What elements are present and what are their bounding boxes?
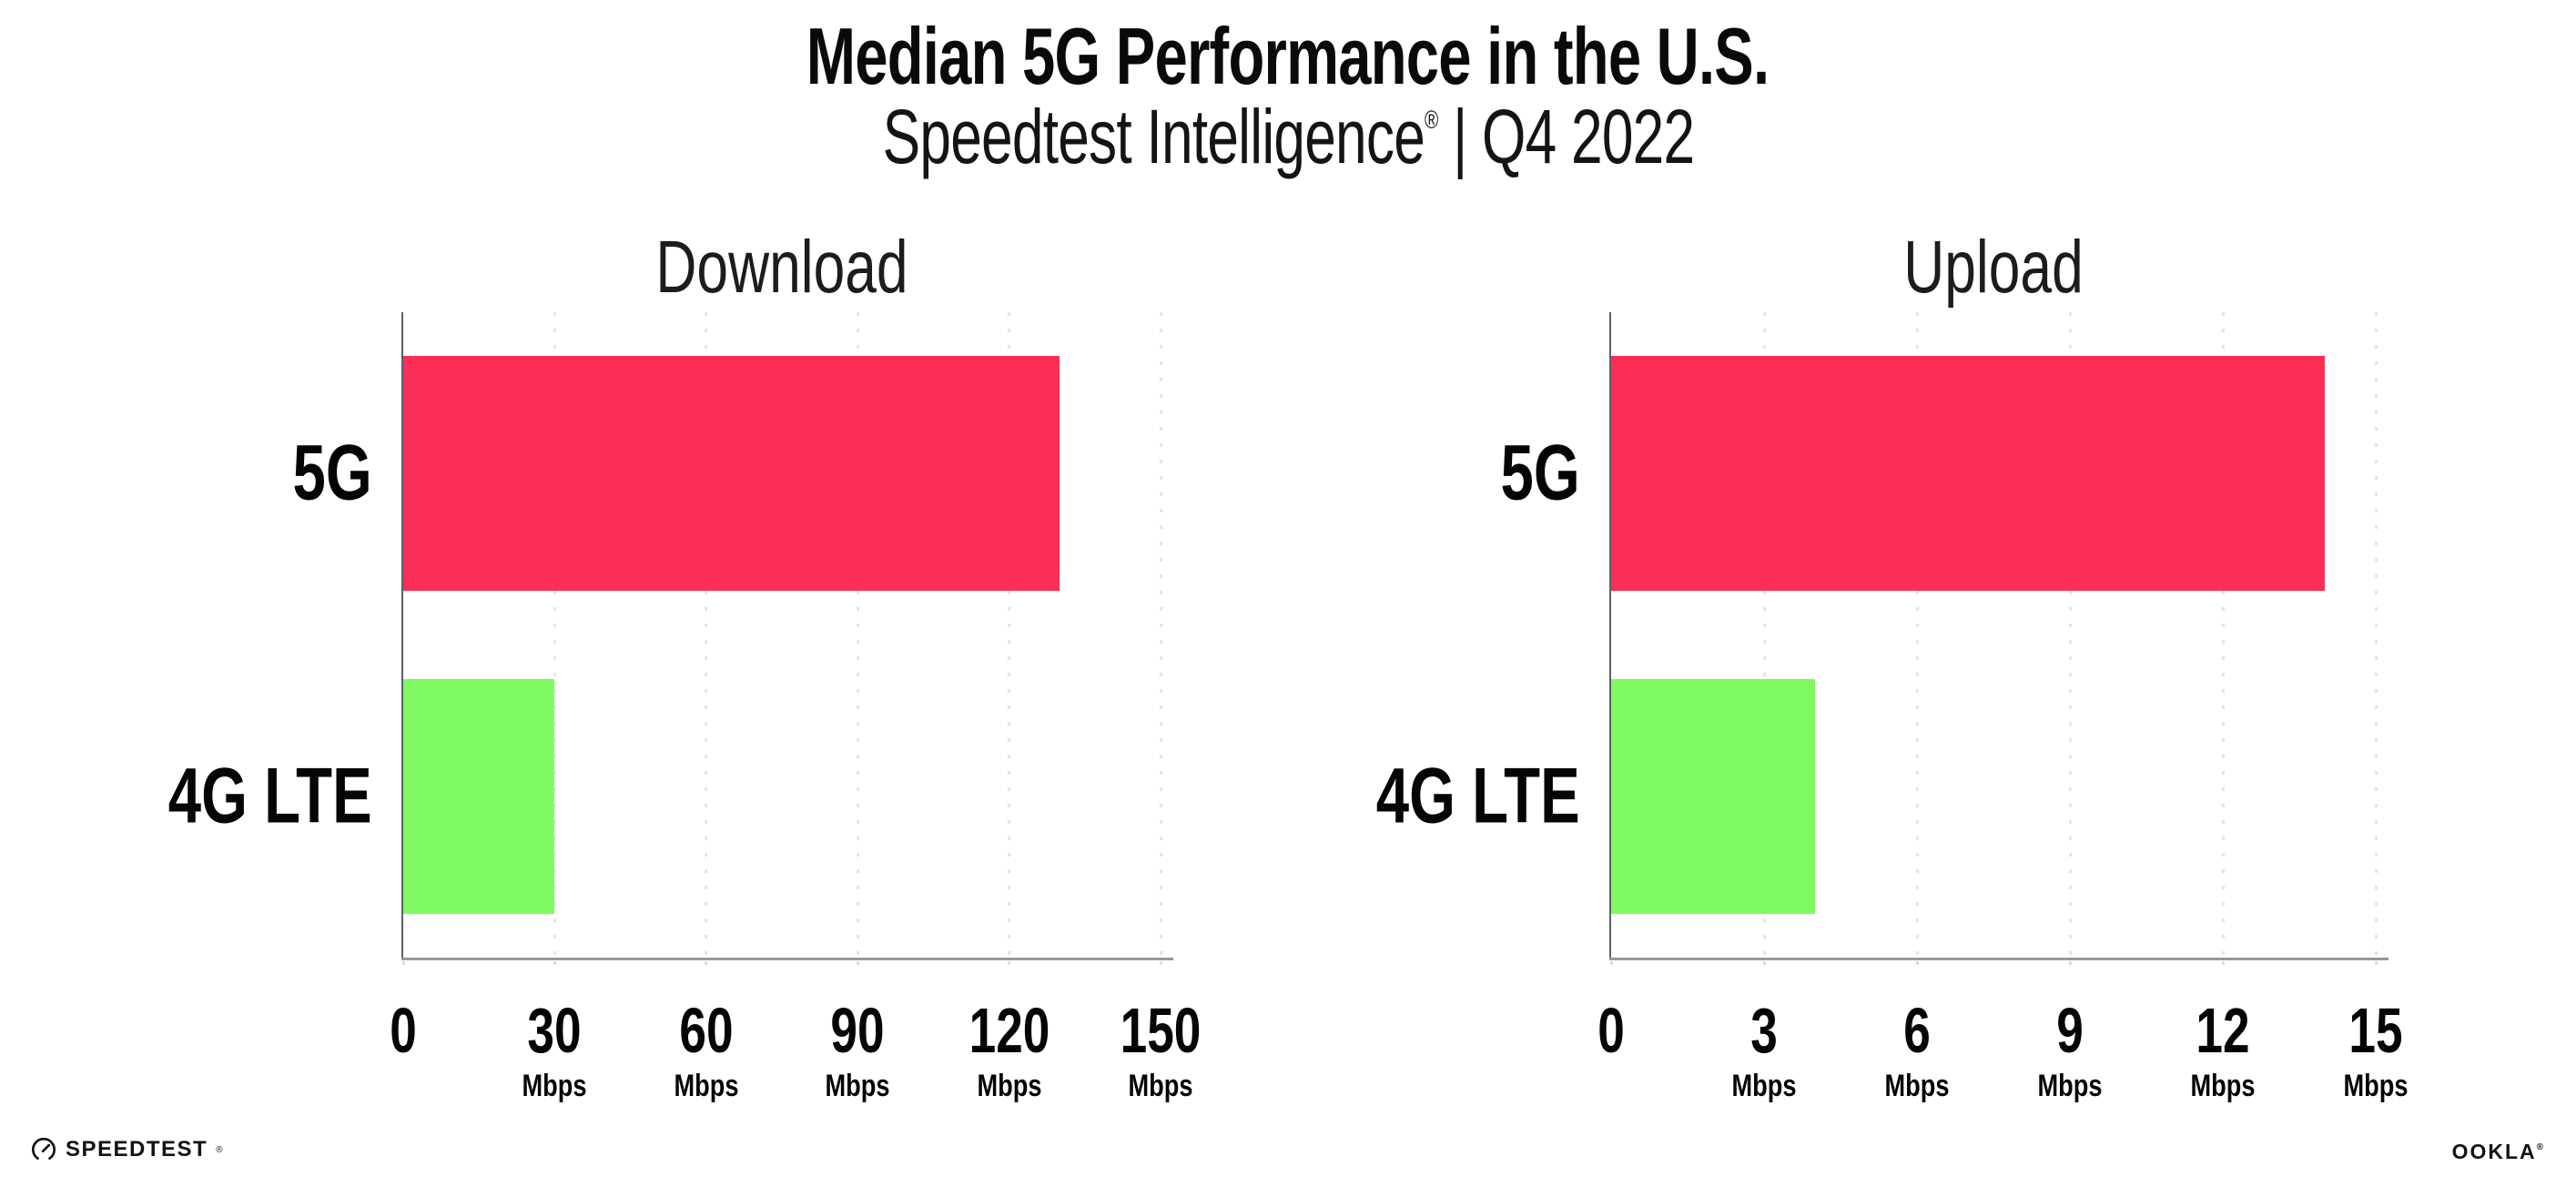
gridline xyxy=(2068,312,2072,958)
axis-tick xyxy=(1762,961,1766,970)
x-tick-label: 6 xyxy=(1903,995,1931,1066)
upload-chart: Upload 0 3 Mbps 6 Mbps 9 Mbps 12 Mbps 15 Mbps 5G 4G… xyxy=(1376,226,2409,1103)
axis-tick xyxy=(2068,961,2072,970)
bar-4g-lte xyxy=(403,678,555,914)
axis-tick xyxy=(553,961,556,970)
gridline xyxy=(856,312,859,958)
axis-tick xyxy=(2221,961,2225,970)
ookla-registered-mark: ® xyxy=(2536,1142,2545,1152)
x-tick-label: 15 xyxy=(2348,995,2403,1066)
gauge-icon xyxy=(32,1137,56,1160)
x-tick-unit: Mbps xyxy=(2190,1069,2256,1103)
axis-tick xyxy=(1609,961,1613,970)
x-tick-unit: Mbps xyxy=(2037,1069,2103,1103)
ookla-logo: OOKLA® xyxy=(2452,1140,2545,1164)
y-category-label: 4G LTE xyxy=(1376,752,1580,840)
ookla-wordmark: OOKLA xyxy=(2451,1140,2537,1163)
bar-5g xyxy=(403,356,1060,592)
bar-4g-lte xyxy=(1611,678,1815,914)
x-tick-unit: Mbps xyxy=(522,1069,587,1103)
axis-tick xyxy=(2374,961,2378,970)
gridline xyxy=(1008,312,1011,958)
registered-mark: ® xyxy=(1424,106,1438,134)
speedtest-wordmark: SPEEDTEST xyxy=(66,1137,208,1161)
gridline xyxy=(1159,312,1162,958)
gridline xyxy=(2374,312,2378,958)
chart-title-download: Download xyxy=(655,226,908,309)
speedtest-registered-mark: ® xyxy=(216,1144,223,1155)
x-tick-unit: Mbps xyxy=(1884,1069,1950,1103)
gridline xyxy=(705,312,708,958)
download-chart: Download 0 30 Mbps 60 Mbps 90 Mbps 120 Mbps 150 Mb… xyxy=(168,226,1201,1103)
y-category-label: 4G LTE xyxy=(168,752,372,840)
gridline xyxy=(1915,312,1919,958)
x-tick-unit: Mbps xyxy=(674,1069,739,1103)
axis-tick xyxy=(1159,961,1162,970)
y-category-label: 5G xyxy=(1500,429,1580,517)
x-tick-label: 120 xyxy=(969,995,1050,1066)
page-subtitle: Speedtest Intelligence® | Q4 2022 xyxy=(0,96,2576,177)
subtitle-brand: Speedtest Intelligence xyxy=(882,94,1425,179)
axis-tick xyxy=(705,961,708,970)
axis-tick xyxy=(1008,961,1011,970)
chart-title-upload: Upload xyxy=(1903,226,2084,309)
x-tick-unit: Mbps xyxy=(977,1069,1042,1103)
x-tick-unit: Mbps xyxy=(1128,1069,1193,1103)
bar-5g xyxy=(1611,356,2325,592)
x-tick-unit: Mbps xyxy=(2343,1069,2409,1103)
axis-tick xyxy=(856,961,859,970)
speedtest-logo: SPEEDTEST ® xyxy=(30,1136,223,1163)
x-tick-label: 0 xyxy=(1597,995,1625,1066)
plot-area: 0 3 Mbps 6 Mbps 9 Mbps 12 Mbps 15 Mbps xyxy=(1597,312,2409,1103)
gridline xyxy=(2221,312,2225,958)
x-tick-label: 9 xyxy=(2056,995,2084,1066)
x-tick-unit: Mbps xyxy=(1731,1069,1797,1103)
x-tick-unit: Mbps xyxy=(825,1069,890,1103)
page-title: Median 5G Performance in the U.S. xyxy=(806,11,1770,101)
axis-tick xyxy=(1915,961,1919,970)
gridline xyxy=(1762,312,1766,958)
subtitle-period: | Q4 2022 xyxy=(1437,94,1695,179)
y-category-label: 5G xyxy=(292,429,372,517)
x-tick-label: 12 xyxy=(2196,995,2250,1066)
x-tick-label: 60 xyxy=(679,995,734,1066)
x-tick-label: 3 xyxy=(1750,995,1778,1066)
plot-area: 0 30 Mbps 60 Mbps 90 Mbps 120 Mbps 150 Mbps xyxy=(390,312,1201,1103)
x-tick-label: 0 xyxy=(390,995,417,1066)
x-tick-label: 150 xyxy=(1120,995,1202,1066)
x-tick-label: 90 xyxy=(830,995,885,1066)
gridline xyxy=(553,312,556,958)
x-tick-label: 30 xyxy=(527,995,582,1066)
axis-tick xyxy=(401,961,405,970)
